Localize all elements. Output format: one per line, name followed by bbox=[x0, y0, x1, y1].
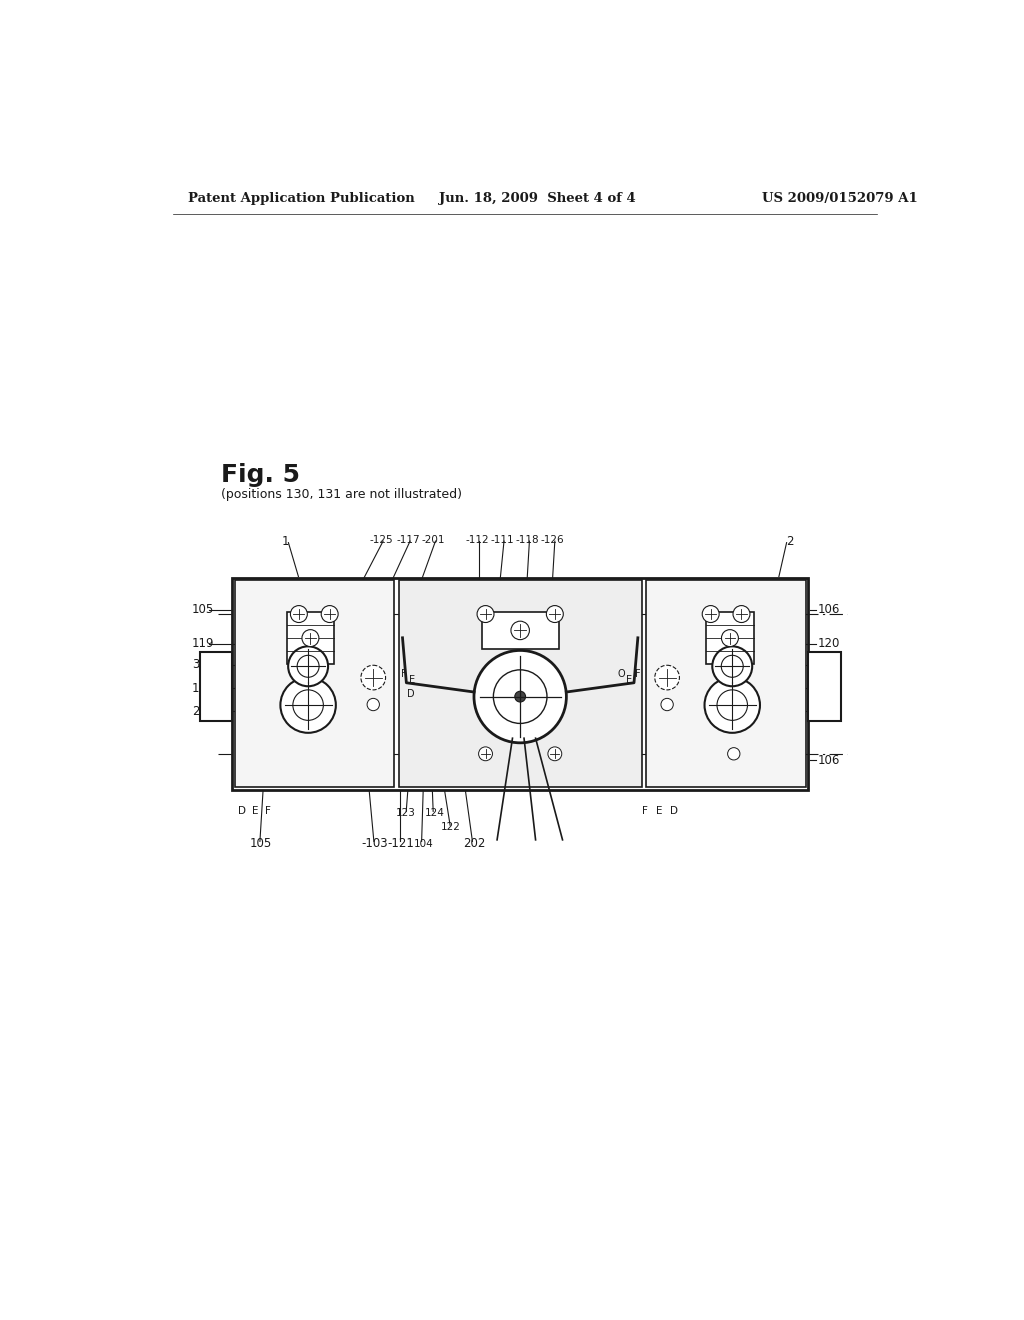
Bar bbox=[234, 581, 394, 788]
Bar bbox=[707, 612, 754, 664]
Text: -103: -103 bbox=[361, 837, 388, 850]
Text: 2: 2 bbox=[786, 535, 794, 548]
Circle shape bbox=[322, 606, 338, 623]
Text: D: D bbox=[239, 807, 247, 816]
Circle shape bbox=[660, 698, 673, 710]
Circle shape bbox=[654, 665, 680, 690]
Text: D: D bbox=[408, 689, 415, 700]
Text: 124: 124 bbox=[425, 808, 444, 818]
Text: 106: 106 bbox=[817, 603, 840, 616]
Circle shape bbox=[474, 651, 566, 743]
Text: (positions 130, 131 are not illustrated): (positions 130, 131 are not illustrated) bbox=[221, 488, 463, 502]
Text: -117: -117 bbox=[396, 535, 420, 545]
Text: -125: -125 bbox=[370, 535, 393, 545]
Text: E: E bbox=[627, 676, 633, 685]
Bar bbox=[398, 581, 642, 788]
Text: -126: -126 bbox=[541, 535, 564, 545]
Circle shape bbox=[360, 665, 386, 690]
Text: E: E bbox=[252, 807, 259, 816]
Text: F: F bbox=[264, 807, 270, 816]
Text: 202: 202 bbox=[463, 837, 485, 850]
Bar bbox=[481, 612, 559, 649]
Bar bbox=[200, 652, 232, 722]
Bar bbox=[808, 652, 841, 722]
Text: 114: 114 bbox=[817, 681, 840, 694]
Circle shape bbox=[478, 747, 493, 760]
Text: O: O bbox=[617, 669, 625, 680]
Circle shape bbox=[713, 647, 753, 686]
Circle shape bbox=[548, 747, 562, 760]
Text: E: E bbox=[205, 682, 211, 692]
Text: F: F bbox=[205, 661, 210, 671]
Text: US 2009/0152079 A1: US 2009/0152079 A1 bbox=[762, 191, 918, 205]
Circle shape bbox=[547, 606, 563, 623]
Text: 119: 119 bbox=[193, 638, 215, 651]
Text: D: D bbox=[205, 702, 212, 713]
Circle shape bbox=[721, 655, 743, 677]
Text: -111: -111 bbox=[490, 535, 514, 545]
Circle shape bbox=[733, 606, 750, 623]
Circle shape bbox=[722, 630, 738, 647]
Text: 105: 105 bbox=[250, 837, 272, 850]
Text: Patent Application Publication: Patent Application Publication bbox=[188, 191, 415, 205]
Circle shape bbox=[494, 669, 547, 723]
Bar bbox=[646, 581, 806, 788]
Bar bbox=[232, 578, 808, 789]
Text: -118: -118 bbox=[515, 535, 540, 545]
Circle shape bbox=[717, 690, 748, 721]
Circle shape bbox=[702, 606, 719, 623]
Text: F: F bbox=[642, 807, 648, 816]
Text: 304: 304 bbox=[817, 659, 840, 672]
Circle shape bbox=[477, 606, 494, 623]
Text: 303: 303 bbox=[193, 659, 214, 672]
Text: 204: 204 bbox=[817, 705, 840, 718]
Text: -121: -121 bbox=[387, 837, 414, 850]
Text: F: F bbox=[401, 669, 407, 680]
Text: 113: 113 bbox=[193, 681, 215, 694]
Text: -112: -112 bbox=[466, 535, 489, 545]
Circle shape bbox=[293, 690, 324, 721]
Bar bbox=[287, 612, 334, 664]
Circle shape bbox=[705, 677, 760, 733]
Text: 122: 122 bbox=[441, 822, 461, 832]
Text: E: E bbox=[655, 807, 663, 816]
Text: E: E bbox=[409, 676, 415, 685]
Text: 120: 120 bbox=[817, 638, 840, 651]
Text: 105: 105 bbox=[193, 603, 214, 616]
Circle shape bbox=[728, 747, 740, 760]
Text: 1: 1 bbox=[282, 535, 289, 548]
Circle shape bbox=[297, 655, 319, 677]
Text: F: F bbox=[635, 669, 640, 680]
Circle shape bbox=[511, 622, 529, 640]
Text: Jun. 18, 2009  Sheet 4 of 4: Jun. 18, 2009 Sheet 4 of 4 bbox=[438, 191, 635, 205]
Text: 104: 104 bbox=[414, 838, 434, 849]
Circle shape bbox=[302, 630, 318, 647]
Circle shape bbox=[291, 606, 307, 623]
Text: 203: 203 bbox=[193, 705, 214, 718]
Text: 123: 123 bbox=[396, 808, 416, 818]
Text: 106: 106 bbox=[817, 754, 840, 767]
Circle shape bbox=[288, 647, 328, 686]
Text: -201: -201 bbox=[422, 535, 445, 545]
Circle shape bbox=[515, 692, 525, 702]
Text: Fig. 5: Fig. 5 bbox=[221, 462, 300, 487]
Circle shape bbox=[281, 677, 336, 733]
Circle shape bbox=[367, 698, 380, 710]
Text: D: D bbox=[670, 807, 678, 816]
